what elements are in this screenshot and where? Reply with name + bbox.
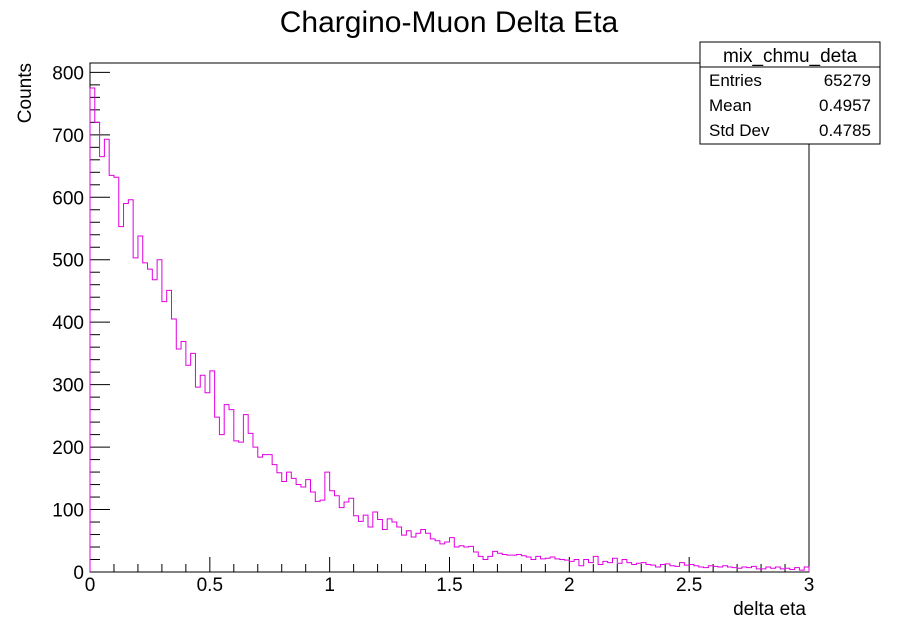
x-axis-label: delta eta — [733, 599, 806, 620]
x-axis-tick-labels: 0 0.5 1 1.5 2 2.5 3 — [85, 575, 815, 596]
y-tick-label: 400 — [52, 313, 84, 334]
x-tick-label: 2 — [564, 575, 575, 596]
y-tick-label: 100 — [52, 501, 84, 522]
stats-box-frame — [699, 41, 881, 145]
y-tick-label: 0 — [73, 563, 84, 584]
histogram-series-line — [89, 87, 810, 572]
x-tick-label: 0.5 — [197, 575, 223, 596]
stats-box-title: mix_chmu_deta — [723, 46, 858, 67]
stats-entries-value: 65279 — [824, 71, 871, 90]
y-tick-label: 600 — [52, 188, 84, 209]
y-tick-label: 700 — [52, 126, 84, 147]
x-axis-ticks — [89, 557, 810, 572]
x-tick-label: 1.5 — [436, 575, 462, 596]
y-axis-label: Counts — [15, 63, 36, 123]
x-tick-label: 0 — [85, 575, 96, 596]
x-tick-label: 3 — [804, 575, 815, 596]
stats-mean-value: 0.4957 — [819, 96, 871, 115]
y-tick-label: 200 — [52, 438, 84, 459]
y-tick-label: 300 — [52, 376, 84, 397]
stats-stddev-value: 0.4785 — [819, 121, 871, 140]
chart-title: Chargino-Muon Delta Eta — [280, 6, 619, 39]
y-axis-tick-labels: 0 100 200 300 400 500 600 700 800 — [52, 63, 84, 584]
stats-mean-label: Mean — [709, 96, 752, 115]
x-tick-label: 1 — [324, 575, 335, 596]
stats-entries-label: Entries — [709, 71, 762, 90]
x-tick-label: 2.5 — [676, 575, 702, 596]
stats-box: mix_chmu_deta Entries 65279 Mean 0.4957 … — [699, 41, 881, 145]
y-tick-label: 500 — [52, 251, 84, 272]
y-tick-label: 800 — [52, 63, 84, 84]
stats-stddev-label: Std Dev — [709, 121, 770, 140]
